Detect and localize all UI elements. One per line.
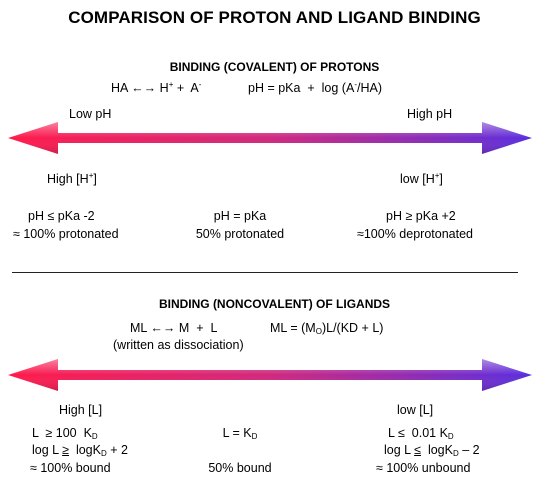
ligands-heading: BINDING (NONCOVALENT) OF LIGANDS	[158, 297, 391, 311]
ligand-reaction: ML ←→ M + L	[130, 321, 218, 335]
low-ligand-concentration-label: low [L]	[397, 403, 434, 417]
half-bound-state: 50% bound	[208, 461, 272, 475]
protonated-condition: pH ≤ pKa -2	[28, 209, 95, 223]
proton-reaction: HA ←→ H+ + A-	[111, 80, 202, 96]
page-title: COMPARISON OF PROTON AND LIGAND BINDING	[68, 8, 481, 27]
reaction-note: (written as dissociation)	[113, 338, 244, 352]
high-h-concentration-label: High [H+]	[47, 171, 97, 187]
half-bound-condition: L = KD	[222, 426, 258, 441]
low-h-concentration-label: low [H+]	[400, 171, 443, 187]
unbound-state: ≈ 100% unbound	[376, 461, 471, 475]
section-divider	[12, 272, 518, 273]
binding-equation: ML = (MO)L/(KD + L)	[270, 321, 384, 336]
half-protonated-condition: pH = pKa	[213, 209, 267, 223]
half-protonated-state: 50% protonated	[195, 227, 285, 241]
unbound-condition-1: L ≤ 0.01 KD	[388, 426, 454, 441]
high-ph-label: High pH	[407, 107, 453, 121]
high-ligand-concentration-label: High [L]	[59, 403, 103, 417]
deprotonated-condition: pH ≥ pKa +2	[386, 209, 456, 223]
low-ph-label: Low pH	[69, 107, 112, 121]
equilibrium-arrows-icon: ←→	[150, 321, 176, 335]
bound-condition-1: L ≥ 100 KD	[32, 426, 98, 441]
protons-heading: BINDING (COVALENT) OF PROTONS	[169, 60, 380, 74]
unbound-condition-2: log L ≤ logKD – 2	[384, 443, 480, 458]
bound-condition-2: log L ≥ logKD + 2	[32, 443, 128, 458]
equilibrium-arrows-icon: ←→	[131, 81, 157, 95]
protonated-state: ≈ 100% protonated	[13, 227, 119, 241]
henderson-hasselbalch-equation: pH = pKa + log (A-/HA)	[248, 80, 382, 96]
ph-scale-arrow	[8, 122, 532, 154]
bound-state: ≈ 100% bound	[30, 461, 111, 475]
deprotonated-state: ≈100% deprotonated	[357, 227, 473, 241]
ligand-concentration-arrow	[8, 359, 532, 391]
